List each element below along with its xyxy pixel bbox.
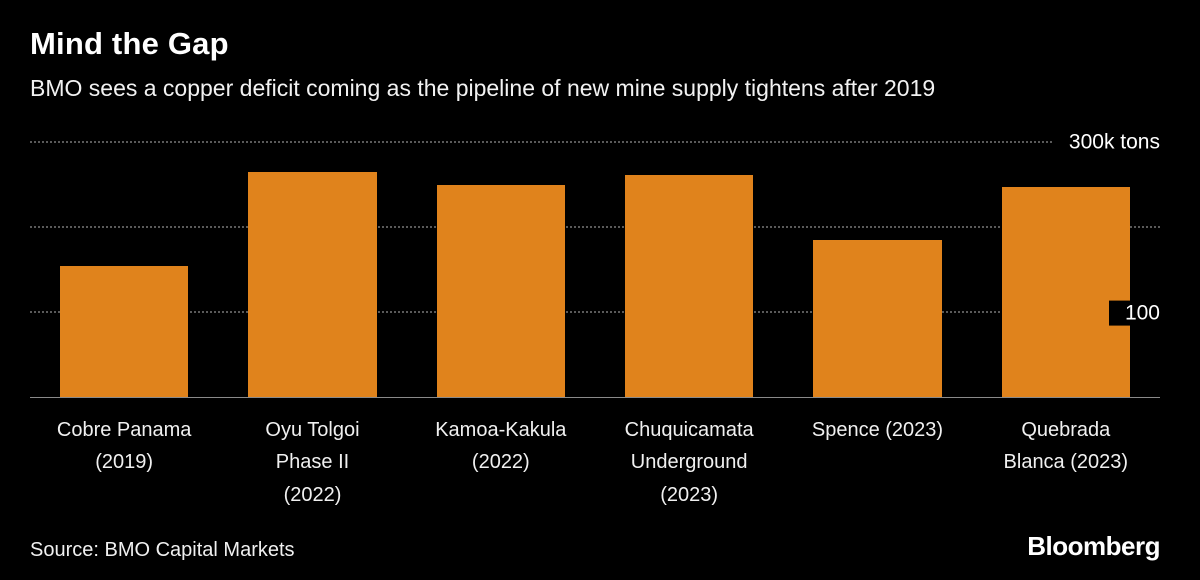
x-axis-baseline — [30, 397, 1160, 398]
bar-2 — [248, 172, 377, 398]
bar-1 — [60, 266, 189, 398]
bar-5 — [813, 240, 942, 398]
bar-column — [407, 134, 595, 398]
chart-title: Mind the Gap — [30, 26, 229, 61]
category-label: Kamoa-Kakula (2022) — [435, 419, 567, 474]
labels-row: Cobre Panama (2019) Oyu Tolgoi Phase II (… — [30, 414, 1160, 511]
category-label: Chuquicamata Underground (2023) — [624, 419, 754, 506]
bloomberg-logo: Bloomberg — [1027, 531, 1160, 561]
y-axis-label-300: 300k tons — [1052, 129, 1160, 156]
y-axis-label-100: 100 — [1108, 300, 1160, 326]
gridline-300 — [30, 140, 1160, 143]
source-text: Source: BMO Capital Markets — [30, 539, 295, 561]
bar-column — [783, 134, 971, 398]
category-label: Spence (2023) — [811, 419, 944, 441]
gridline-100 — [30, 310, 1160, 313]
footer: Source: BMO Capital Markets Bloomberg — [30, 531, 1160, 562]
bars-row — [30, 134, 1160, 398]
chart-subtitle: BMO sees a copper deficit coming as the … — [30, 75, 936, 101]
plot-area: 100 300k tons — [30, 129, 1160, 398]
gridline-200 — [30, 225, 1160, 228]
bar-6 — [1001, 186, 1130, 398]
bar-column — [30, 134, 218, 398]
bar-3 — [436, 185, 565, 398]
bar-column — [972, 134, 1160, 398]
category-label: Oyu Tolgoi Phase II (2022) — [265, 419, 360, 506]
category-label: Cobre Panama (2019) — [56, 419, 192, 474]
bar-4 — [625, 174, 754, 398]
bar-column — [218, 134, 406, 398]
bar-column — [595, 134, 783, 398]
category-label: Quebrada Blanca (2023) — [1003, 419, 1129, 474]
